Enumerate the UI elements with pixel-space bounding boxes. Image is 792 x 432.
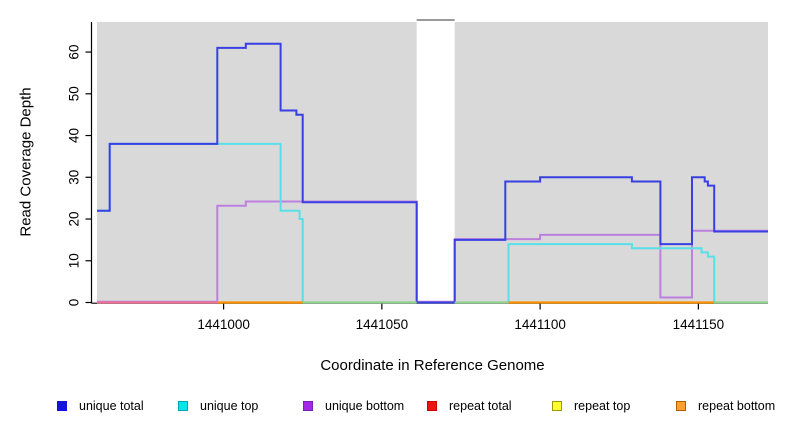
legend-item-repeat-total: repeat total: [427, 399, 512, 413]
legend-label: repeat bottom: [698, 399, 776, 413]
legend-item-unique-bottom: unique bottom: [303, 399, 404, 413]
legend-swatch-icon: [178, 401, 188, 411]
legend-swatch-icon: [552, 401, 562, 411]
y-tick-label: 10: [67, 253, 82, 268]
y-tick-label: 20: [67, 212, 82, 227]
legend-item-unique-top: unique top: [178, 399, 258, 413]
x-axis-title: Coordinate in Reference Genome: [320, 357, 545, 374]
legend-swatch-icon: [676, 401, 686, 411]
y-tick-label: 30: [67, 170, 82, 185]
y-tick-label: 50: [67, 86, 82, 101]
legend-swatch-icon: [57, 401, 67, 411]
x-tick-label: 1441050: [356, 317, 409, 332]
legend-item-unique-total: unique total: [57, 399, 144, 413]
legend: unique total unique top unique bottom repea…: [0, 399, 792, 415]
legend-swatch-icon: [427, 401, 437, 411]
legend-item-repeat-top: repeat top: [552, 399, 630, 413]
mask-region: [416, 19, 455, 303]
x-tick-label: 1441100: [514, 317, 566, 332]
series-unique-top: [97, 142, 768, 304]
y-axis-title: Read Coverage Depth: [17, 87, 35, 237]
legend-item-repeat-bottom: repeat bottom: [676, 399, 775, 413]
legend-label: unique top: [200, 399, 259, 413]
y-tick-label: 0: [67, 299, 82, 307]
series-unique-total: [97, 42, 768, 304]
legend-label: unique total: [79, 399, 144, 413]
y-tick-label: 40: [67, 128, 82, 143]
y-tick-label: 60: [67, 45, 82, 60]
legend-swatch-icon: [303, 401, 313, 411]
legend-label: repeat top: [574, 399, 631, 413]
legend-label: repeat total: [449, 399, 512, 413]
x-tick-label: 1441150: [673, 317, 725, 332]
x-tick-label: 1441000: [197, 317, 250, 332]
legend-label: unique bottom: [325, 399, 405, 413]
